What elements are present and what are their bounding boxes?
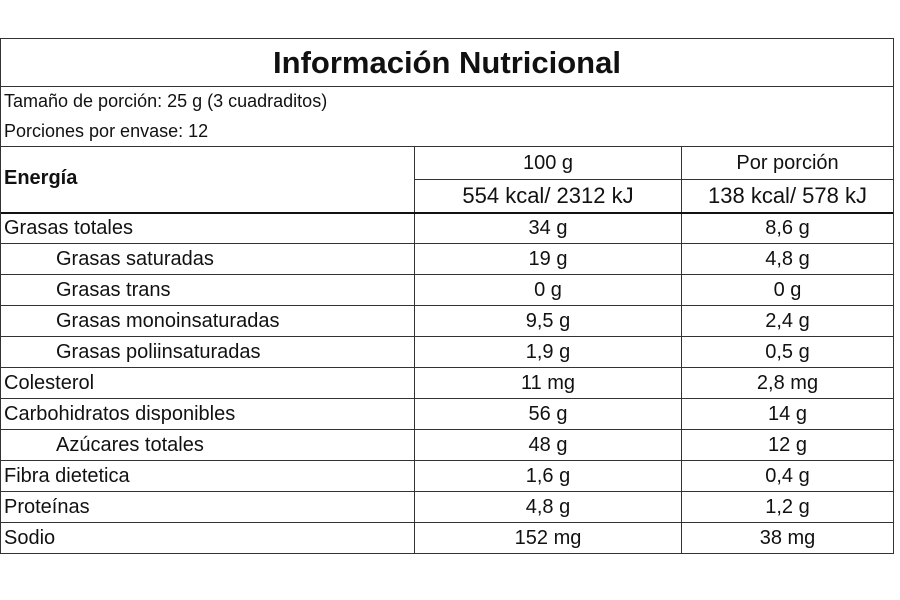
value-per-serving: 2,4 g — [681, 306, 893, 336]
serving-count: Porciones por envase: 12 — [4, 120, 209, 141]
column-header: 100 g — [415, 147, 681, 180]
energy-col: 100 g 554 kcal/ 2312 kJ — [414, 147, 681, 212]
value-per-serving: 0,4 g — [681, 461, 893, 491]
energy-row: Energía 100 g 554 kcal/ 2312 kJ Por porc… — [1, 146, 893, 212]
nutrient-label: Sodio — [4, 526, 56, 549]
value-per-100g: 9,5 g — [414, 306, 681, 336]
nutrient-label: Carbohidratos disponibles — [4, 402, 236, 425]
value-per-serving: 12 g — [681, 430, 893, 460]
value-per-serving: 0 g — [681, 275, 893, 305]
value-per-serving: 2,8 mg — [681, 368, 893, 398]
value-per-serving: 1,2 g — [681, 492, 893, 522]
nutrient-row: Grasas totales 34 g 8,6 g — [1, 212, 893, 243]
value-per-100g: 19 g — [414, 244, 681, 274]
nutrient-label: Fibra dietetica — [4, 464, 130, 487]
nutrient-label: Grasas trans — [56, 278, 171, 301]
nutrient-row: Azúcares totales 48 g 12 g — [1, 429, 893, 460]
serving-size: Tamaño de porción: 25 g (3 cuadraditos) — [4, 91, 328, 111]
nutrient-label: Azúcares totales — [56, 433, 204, 456]
nutrient-row: Proteínas 4,8 g 1,2 g — [1, 491, 893, 522]
serving-row: Tamaño de porción: 25 g (3 cuadraditos) — [1, 86, 893, 116]
value-per-serving: 8,6 g — [681, 214, 893, 243]
value-per-serving: 4,8 g — [681, 244, 893, 274]
serving-row: Porciones por envase: 12 — [1, 116, 893, 146]
nutrient-row: Carbohidratos disponibles 56 g 14 g — [1, 398, 893, 429]
nutrient-label: Grasas monoinsaturadas — [56, 309, 280, 332]
nutrient-row: Grasas monoinsaturadas 9,5 g 2,4 g — [1, 305, 893, 336]
value-per-100g: 34 g — [414, 214, 681, 243]
nutrient-label: Grasas totales — [4, 217, 133, 239]
nutrient-label: Grasas saturadas — [56, 247, 214, 270]
value-per-serving: 38 mg — [681, 523, 893, 553]
value-per-100g: 56 g — [414, 399, 681, 429]
value-per-100g: 4,8 g — [414, 492, 681, 522]
value-per-100g: 11 mg — [414, 368, 681, 398]
value-per-100g: 1,6 g — [414, 461, 681, 491]
energy-value: 138 kcal/ 578 kJ — [708, 183, 867, 208]
nutrition-table: Información Nutricional Tamaño de porció… — [0, 38, 894, 554]
nutrient-row: Fibra dietetica 1,6 g 0,4 g — [1, 460, 893, 491]
nutrient-row: Grasas poliinsaturadas 1,9 g 0,5 g — [1, 336, 893, 367]
energy-label: Energía — [4, 167, 78, 189]
energy-value: 554 kcal/ 2312 kJ — [462, 183, 634, 208]
value-per-serving: 0,5 g — [681, 337, 893, 367]
value-per-100g: 152 mg — [414, 523, 681, 553]
value-per-100g: 48 g — [414, 430, 681, 460]
nutrient-label: Grasas poliinsaturadas — [56, 340, 261, 363]
column-header: Por porción — [682, 147, 893, 180]
table-title: Información Nutricional — [273, 44, 621, 80]
nutrient-row: Grasas saturadas 19 g 4,8 g — [1, 243, 893, 274]
nutrient-row: Sodio 152 mg 38 mg — [1, 522, 893, 553]
energy-col: Por porción 138 kcal/ 578 kJ — [681, 147, 893, 212]
title-row: Información Nutricional — [1, 39, 893, 86]
nutrient-row: Colesterol 11 mg 2,8 mg — [1, 367, 893, 398]
value-per-100g: 0 g — [414, 275, 681, 305]
nutrient-label: Colesterol — [4, 371, 95, 394]
value-per-100g: 1,9 g — [414, 337, 681, 367]
value-per-serving: 14 g — [681, 399, 893, 429]
nutrient-label: Proteínas — [4, 495, 90, 518]
